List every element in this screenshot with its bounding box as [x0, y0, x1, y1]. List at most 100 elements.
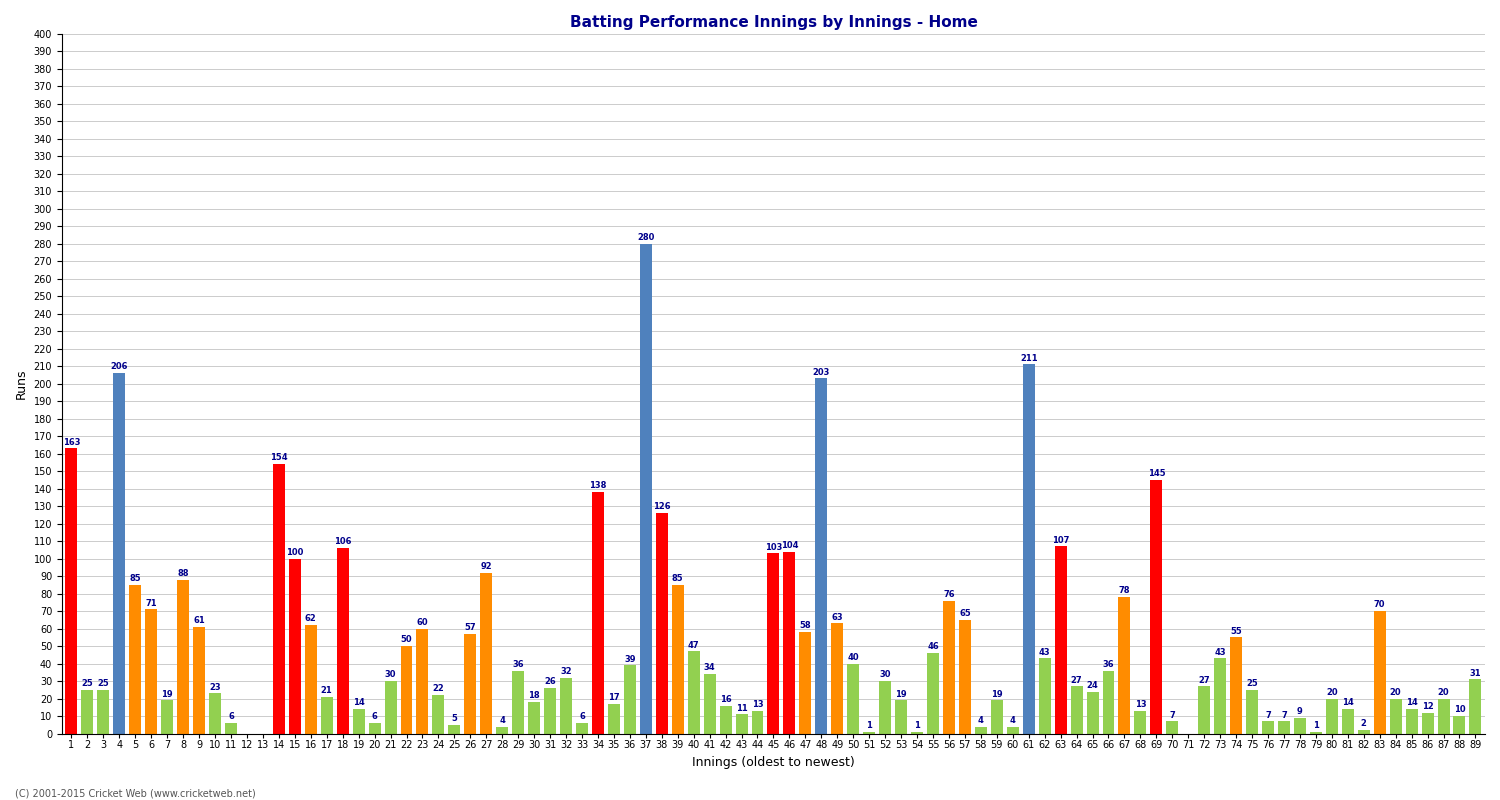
Text: 154: 154: [270, 454, 288, 462]
Text: 20: 20: [1326, 688, 1338, 697]
Text: 6: 6: [228, 712, 234, 722]
Text: 19: 19: [162, 690, 172, 698]
Text: 4: 4: [500, 716, 506, 725]
Text: 6: 6: [372, 712, 378, 722]
Bar: [1374, 611, 1386, 734]
Text: 103: 103: [765, 542, 782, 552]
Title: Batting Performance Innings by Innings - Home: Batting Performance Innings by Innings -…: [570, 15, 978, 30]
Text: 138: 138: [590, 482, 606, 490]
Text: 100: 100: [286, 548, 303, 557]
Text: 65: 65: [958, 609, 970, 618]
Text: 78: 78: [1119, 586, 1130, 595]
Bar: [209, 694, 220, 734]
Bar: [160, 700, 172, 734]
Bar: [225, 723, 237, 734]
Text: 25: 25: [1246, 679, 1258, 688]
Text: 58: 58: [800, 622, 812, 630]
Text: 88: 88: [177, 569, 189, 578]
Text: 14: 14: [1406, 698, 1417, 707]
Bar: [114, 374, 126, 734]
Bar: [1150, 480, 1162, 734]
Bar: [480, 573, 492, 734]
Text: 104: 104: [780, 541, 798, 550]
Text: 61: 61: [194, 616, 206, 625]
Text: 70: 70: [1374, 600, 1386, 610]
Text: 36: 36: [513, 660, 523, 669]
Bar: [544, 688, 556, 734]
Bar: [800, 632, 812, 734]
Text: 7: 7: [1264, 710, 1270, 719]
Bar: [1342, 709, 1354, 734]
Bar: [1119, 597, 1131, 734]
Y-axis label: Runs: Runs: [15, 369, 28, 399]
Text: 71: 71: [146, 598, 158, 607]
Bar: [1198, 686, 1210, 734]
Text: 1: 1: [1312, 721, 1318, 730]
Bar: [1262, 722, 1274, 734]
Bar: [290, 558, 302, 734]
Bar: [1007, 726, 1019, 734]
Bar: [1278, 722, 1290, 734]
Text: 145: 145: [1148, 469, 1166, 478]
Text: 32: 32: [560, 666, 572, 676]
Bar: [1422, 713, 1434, 734]
Text: 30: 30: [879, 670, 891, 679]
Text: 60: 60: [417, 618, 429, 627]
Bar: [146, 610, 158, 734]
Bar: [432, 695, 444, 734]
Bar: [1310, 732, 1322, 734]
Bar: [321, 697, 333, 734]
Bar: [958, 620, 970, 734]
Text: 40: 40: [847, 653, 859, 662]
Bar: [417, 629, 429, 734]
Bar: [752, 710, 764, 734]
Bar: [608, 704, 619, 734]
Bar: [720, 706, 732, 734]
Bar: [304, 625, 316, 734]
Bar: [640, 244, 652, 734]
Bar: [592, 492, 604, 734]
Bar: [1406, 709, 1417, 734]
Text: 21: 21: [321, 686, 333, 695]
Bar: [512, 670, 524, 734]
Text: 20: 20: [1390, 688, 1401, 697]
Text: 31: 31: [1470, 669, 1480, 678]
Bar: [1214, 658, 1225, 734]
Text: 85: 85: [129, 574, 141, 583]
Bar: [831, 623, 843, 734]
Text: 7: 7: [1170, 710, 1174, 719]
Text: 17: 17: [608, 693, 619, 702]
Text: 19: 19: [992, 690, 1002, 698]
Text: 280: 280: [638, 233, 654, 242]
Bar: [1454, 716, 1466, 734]
Text: 27: 27: [1198, 675, 1210, 685]
Bar: [1023, 365, 1035, 734]
Bar: [1134, 710, 1146, 734]
Bar: [1358, 730, 1370, 734]
Bar: [384, 681, 396, 734]
Text: 10: 10: [1454, 706, 1466, 714]
Bar: [400, 646, 412, 734]
Bar: [1230, 638, 1242, 734]
Bar: [129, 585, 141, 734]
Bar: [687, 651, 699, 734]
Text: 62: 62: [304, 614, 316, 623]
Bar: [862, 732, 874, 734]
Text: 46: 46: [927, 642, 939, 651]
Text: 107: 107: [1052, 536, 1070, 545]
Text: 30: 30: [386, 670, 396, 679]
Text: 14: 14: [352, 698, 364, 707]
Text: 4: 4: [1010, 716, 1016, 725]
Bar: [1038, 658, 1050, 734]
Bar: [896, 700, 908, 734]
Bar: [910, 732, 922, 734]
Bar: [98, 690, 109, 734]
Text: 47: 47: [688, 641, 699, 650]
Text: 13: 13: [752, 700, 764, 709]
Text: (C) 2001-2015 Cricket Web (www.cricketweb.net): (C) 2001-2015 Cricket Web (www.cricketwe…: [15, 788, 255, 798]
Bar: [576, 723, 588, 734]
Text: 163: 163: [63, 438, 80, 446]
Bar: [177, 579, 189, 734]
Bar: [448, 725, 460, 734]
Text: 34: 34: [704, 663, 716, 672]
